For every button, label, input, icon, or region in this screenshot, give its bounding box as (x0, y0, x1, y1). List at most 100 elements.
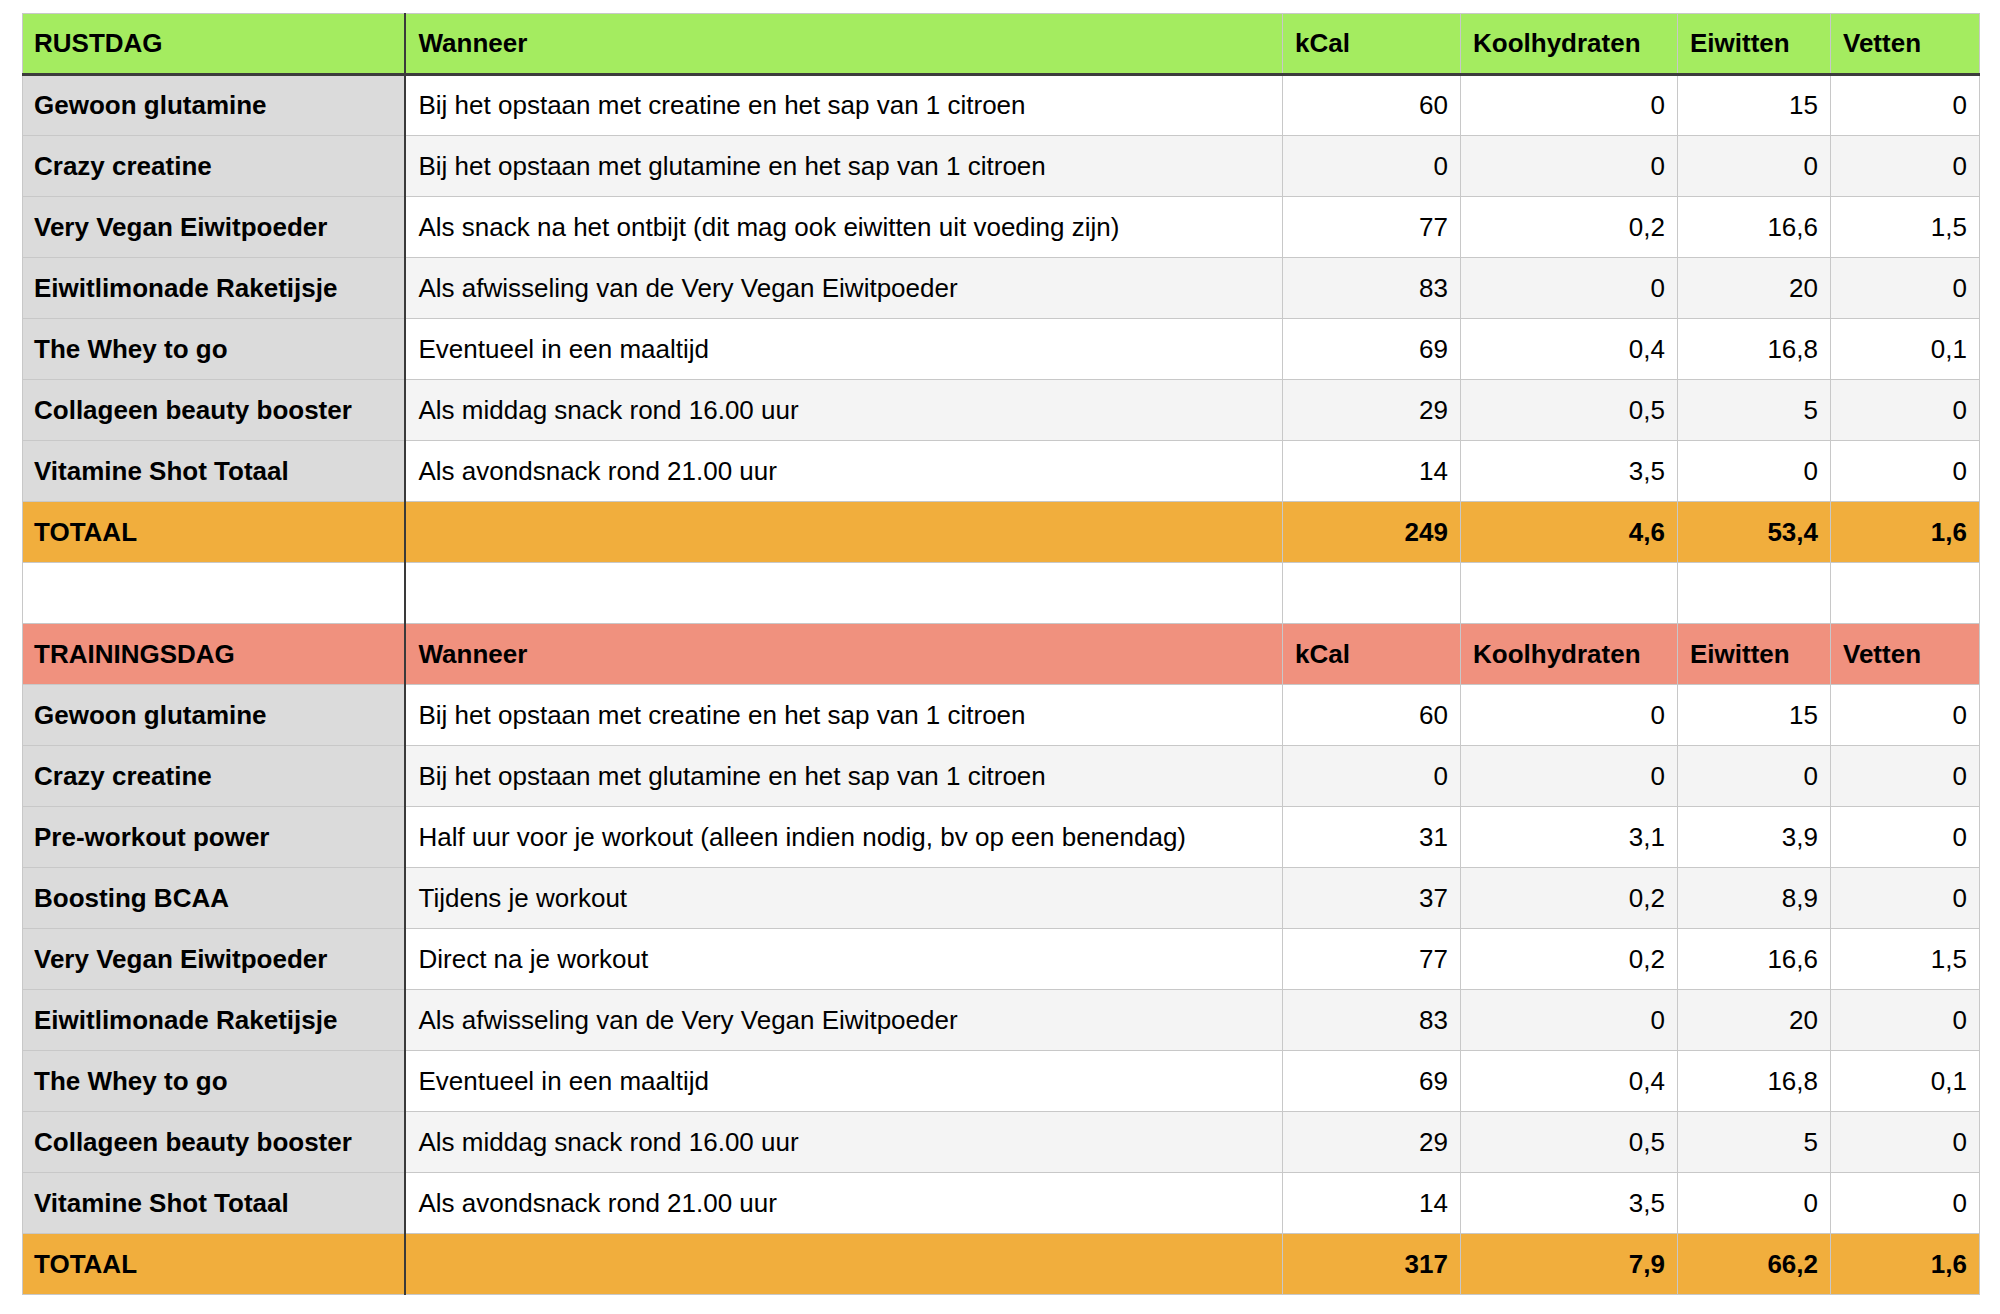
cell-kcal: 14 (1283, 1173, 1461, 1234)
table-row: Eiwitlimonade Raketijsje Als afwisseling… (23, 990, 1980, 1051)
cell-koolhydraten: 0,4 (1461, 319, 1678, 380)
spacer-cell (1678, 563, 1831, 624)
table-row: Gewoon glutamine Bij het opstaan met cre… (23, 685, 1980, 746)
cell-koolhydraten: 3,1 (1461, 807, 1678, 868)
cell-wanneer: Bij het opstaan met glutamine en het sap… (405, 746, 1283, 807)
table-row: Very Vegan Eiwitpoeder Direct na je work… (23, 929, 1980, 990)
cell-kcal: 83 (1283, 258, 1461, 319)
cell-eiwitten: 16,6 (1678, 929, 1831, 990)
table-row: Collageen beauty booster Als middag snac… (23, 1112, 1980, 1173)
cell-koolhydraten: 3,5 (1461, 1173, 1678, 1234)
cell-name: Collageen beauty booster (23, 380, 405, 441)
cell-kcal: 77 (1283, 197, 1461, 258)
cell-vetten: 1,5 (1831, 929, 1980, 990)
cell-koolhydraten: 0,4 (1461, 1051, 1678, 1112)
spacer-cell (405, 563, 1283, 624)
total-vetten: 1,6 (1831, 502, 1980, 563)
cell-name: Gewoon glutamine (23, 685, 405, 746)
cell-name: The Whey to go (23, 319, 405, 380)
cell-eiwitten: 20 (1678, 990, 1831, 1051)
cell-wanneer: Als avondsnack rond 21.00 uur (405, 1173, 1283, 1234)
cell-koolhydraten: 0 (1461, 685, 1678, 746)
cell-kcal: 69 (1283, 1051, 1461, 1112)
column-header-wanneer: Wanneer (405, 624, 1283, 685)
cell-kcal: 60 (1283, 75, 1461, 136)
cell-eiwitten: 0 (1678, 746, 1831, 807)
cell-kcal: 77 (1283, 929, 1461, 990)
cell-wanneer: Als middag snack rond 16.00 uur (405, 1112, 1283, 1173)
trainingsdag-total-row: TOTAAL 317 7,9 66,2 1,6 (23, 1234, 1980, 1295)
spacer-row (23, 563, 1980, 624)
cell-name: Eiwitlimonade Raketijsje (23, 990, 405, 1051)
cell-kcal: 69 (1283, 319, 1461, 380)
cell-koolhydraten: 0 (1461, 990, 1678, 1051)
cell-eiwitten: 5 (1678, 1112, 1831, 1173)
cell-name: Crazy creatine (23, 136, 405, 197)
column-header-vetten: Vetten (1831, 624, 1980, 685)
cell-wanneer: Bij het opstaan met creatine en het sap … (405, 75, 1283, 136)
total-kcal: 317 (1283, 1234, 1461, 1295)
cell-name: The Whey to go (23, 1051, 405, 1112)
cell-wanneer: Eventueel in een maaltijd (405, 319, 1283, 380)
cell-eiwitten: 16,6 (1678, 197, 1831, 258)
cell-eiwitten: 16,8 (1678, 1051, 1831, 1112)
cell-wanneer: Als afwisseling van de Very Vegan Eiwitp… (405, 258, 1283, 319)
cell-name: Vitamine Shot Totaal (23, 441, 405, 502)
table-row: The Whey to go Eventueel in een maaltijd… (23, 319, 1980, 380)
cell-wanneer: Als avondsnack rond 21.00 uur (405, 441, 1283, 502)
cell-koolhydraten: 0,5 (1461, 380, 1678, 441)
cell-name: Collageen beauty booster (23, 1112, 405, 1173)
column-header-eiwitten: Eiwitten (1678, 14, 1831, 75)
cell-vetten: 0 (1831, 75, 1980, 136)
cell-eiwitten: 0 (1678, 136, 1831, 197)
cell-eiwitten: 0 (1678, 1173, 1831, 1234)
cell-kcal: 29 (1283, 380, 1461, 441)
total-label: TOTAAL (23, 1234, 405, 1295)
cell-name: Pre-workout power (23, 807, 405, 868)
column-header-koolhydraten: Koolhydraten (1461, 14, 1678, 75)
cell-eiwitten: 0 (1678, 441, 1831, 502)
cell-name: Crazy creatine (23, 746, 405, 807)
cell-kcal: 31 (1283, 807, 1461, 868)
cell-eiwitten: 15 (1678, 685, 1831, 746)
table-row: Vitamine Shot Totaal Als avondsnack rond… (23, 1173, 1980, 1234)
cell-vetten: 0 (1831, 685, 1980, 746)
cell-eiwitten: 8,9 (1678, 868, 1831, 929)
cell-wanneer: Als middag snack rond 16.00 uur (405, 380, 1283, 441)
spacer-cell (1831, 563, 1980, 624)
table-row: Eiwitlimonade Raketijsje Als afwisseling… (23, 258, 1980, 319)
rustdag-total-row: TOTAAL 249 4,6 53,4 1,6 (23, 502, 1980, 563)
cell-wanneer: Bij het opstaan met glutamine en het sap… (405, 136, 1283, 197)
cell-vetten: 0 (1831, 136, 1980, 197)
table-row: Crazy creatine Bij het opstaan met gluta… (23, 136, 1980, 197)
cell-vetten: 0 (1831, 258, 1980, 319)
total-wanneer-empty (405, 502, 1283, 563)
cell-kcal: 60 (1283, 685, 1461, 746)
cell-vetten: 0 (1831, 380, 1980, 441)
total-koolhydraten: 4,6 (1461, 502, 1678, 563)
rustdag-header-row: RUSTDAG Wanneer kCal Koolhydraten Eiwitt… (23, 14, 1980, 75)
cell-koolhydraten: 0,5 (1461, 1112, 1678, 1173)
cell-wanneer: Tijdens je workout (405, 868, 1283, 929)
total-label: TOTAAL (23, 502, 405, 563)
cell-vetten: 0 (1831, 990, 1980, 1051)
cell-koolhydraten: 3,5 (1461, 441, 1678, 502)
cell-koolhydraten: 0 (1461, 258, 1678, 319)
cell-eiwitten: 16,8 (1678, 319, 1831, 380)
spacer-cell (23, 563, 405, 624)
cell-name: Very Vegan Eiwitpoeder (23, 929, 405, 990)
cell-kcal: 0 (1283, 746, 1461, 807)
cell-koolhydraten: 0 (1461, 136, 1678, 197)
cell-koolhydraten: 0 (1461, 75, 1678, 136)
cell-kcal: 83 (1283, 990, 1461, 1051)
section-title-trainingsdag: TRAININGSDAG (23, 624, 405, 685)
section-title-rustdag: RUSTDAG (23, 14, 405, 75)
spacer-cell (1283, 563, 1461, 624)
cell-kcal: 0 (1283, 136, 1461, 197)
cell-name: Gewoon glutamine (23, 75, 405, 136)
total-eiwitten: 66,2 (1678, 1234, 1831, 1295)
cell-vetten: 0 (1831, 868, 1980, 929)
cell-koolhydraten: 0 (1461, 746, 1678, 807)
cell-vetten: 0 (1831, 441, 1980, 502)
cell-vetten: 1,5 (1831, 197, 1980, 258)
